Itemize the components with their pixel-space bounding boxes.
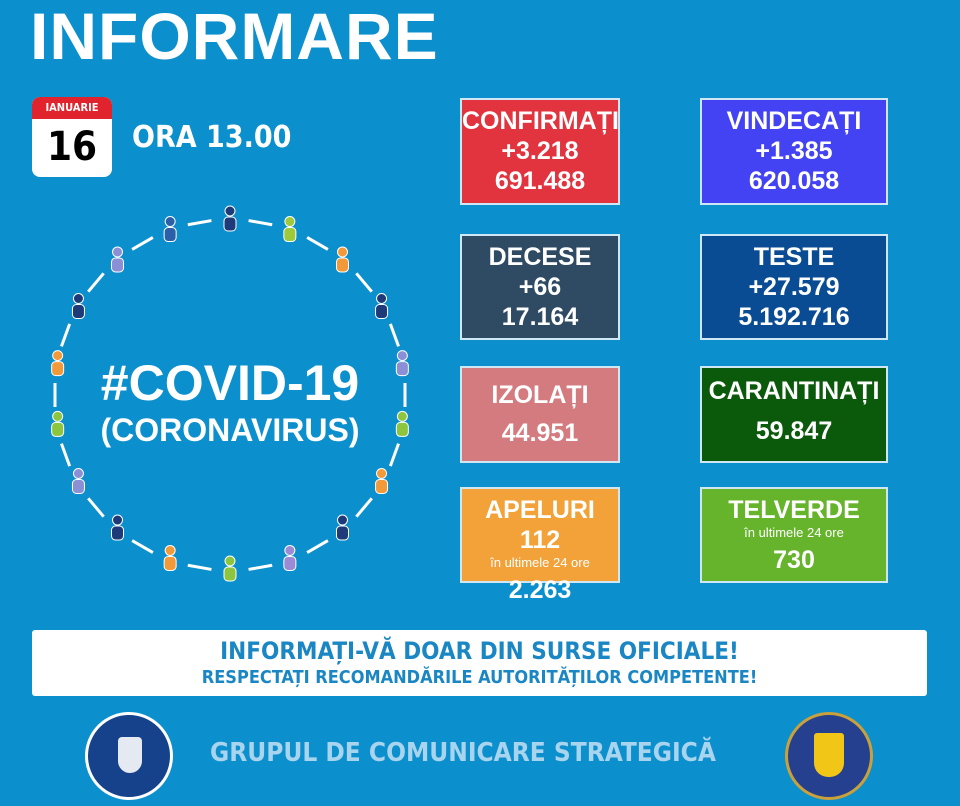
card-total: 620.058 <box>748 167 840 195</box>
dsu-logo <box>785 712 873 800</box>
card-izolati: IZOLAȚI 44.951 <box>460 366 620 463</box>
double-arrow-icon <box>355 272 373 293</box>
banner-line-2: RESPECTAȚI RECOMANDĂRILE AUTORITĂȚILOR C… <box>201 667 758 688</box>
double-arrow-icon <box>131 236 154 251</box>
eagle-icon <box>118 737 142 773</box>
page-title: INFORMARE <box>30 0 439 73</box>
card-teste: TESTE +27.579 5.192.716 <box>700 234 888 340</box>
covid-title: #COVID-19 (CORONAVIRUS) <box>50 355 410 449</box>
double-arrow-icon <box>388 443 400 467</box>
card-vindecati: VINDECAȚI +1.385 620.058 <box>700 98 888 205</box>
card-subtitle: în ultimele 24 ore <box>490 555 590 570</box>
person-icon <box>71 468 85 494</box>
person-icon <box>395 410 409 437</box>
card-telverde: TELVERDE în ultimele 24 ore 730 <box>700 487 888 583</box>
card-label: IZOLAȚI <box>491 381 589 409</box>
card-total: 17.164 <box>501 303 579 331</box>
double-arrow-icon <box>87 497 105 518</box>
card-total: 730 <box>773 546 815 574</box>
people-ring-illustration <box>51 205 409 582</box>
double-arrow-icon <box>306 539 329 554</box>
person-icon <box>335 514 349 541</box>
official-sources-banner: INFORMAȚI-VĂ DOAR DIN SURSE OFICIALE! RE… <box>32 630 927 696</box>
card-delta: +27.579 <box>748 273 840 301</box>
coat-of-arms-icon <box>814 733 844 777</box>
person-icon <box>223 555 237 582</box>
card-confirmati: CONFIRMAȚI +3.218 691.488 <box>460 98 620 205</box>
card-delta: +66 <box>518 273 562 301</box>
card-delta: +1.385 <box>755 137 833 165</box>
double-arrow-icon <box>388 323 400 347</box>
card-label: CARANTINAȚI <box>708 377 880 405</box>
covid-subtitle: (CORONAVIRUS) <box>100 412 360 448</box>
double-arrow-icon <box>187 219 212 227</box>
person-icon <box>335 246 349 273</box>
person-icon <box>71 293 85 319</box>
double-arrow-icon <box>306 236 329 251</box>
card-carantinati: CARANTINAȚI 59.847 <box>700 366 888 463</box>
double-arrow-icon <box>87 272 105 293</box>
person-icon <box>111 246 125 273</box>
double-arrow-icon <box>248 219 273 227</box>
date-month: IANUARIE <box>32 97 112 119</box>
person-icon <box>223 205 237 232</box>
card-apeluri-112: APELURI 112 în ultimele 24 ore 2.263 <box>460 487 620 604</box>
double-arrow-icon <box>355 497 373 518</box>
card-total: 2.263 <box>508 576 572 604</box>
card-label: TELVERDE <box>728 496 860 524</box>
date-day: 16 <box>46 124 98 170</box>
time-label: ORA 13.00 <box>132 120 292 155</box>
footer-text: GRUPUL DE COMUNICARE STRATEGICĂ <box>210 738 716 768</box>
person-icon <box>283 544 297 571</box>
card-decese: DECESE +66 17.164 <box>460 234 620 340</box>
person-icon <box>51 350 65 377</box>
card-total: 5.192.716 <box>738 303 850 331</box>
covid-hashtag: #COVID-19 <box>100 355 360 411</box>
person-icon <box>163 216 177 243</box>
card-label: TESTE <box>753 243 835 271</box>
card-label: VINDECAȚI <box>726 107 862 135</box>
card-total: 59.847 <box>755 417 833 445</box>
person-icon <box>395 350 409 377</box>
person-icon <box>163 544 177 571</box>
person-icon <box>375 293 389 319</box>
double-arrow-icon <box>60 323 72 347</box>
card-total: 44.951 <box>501 419 579 447</box>
double-arrow-icon <box>248 563 273 571</box>
double-arrow-icon <box>131 539 154 554</box>
person-icon <box>283 216 297 243</box>
calendar-icon: IANUARIE 16 <box>32 97 112 177</box>
person-icon <box>375 468 389 494</box>
person-icon <box>111 514 125 541</box>
card-label: APELURI 112 <box>485 496 595 554</box>
card-label: DECESE <box>488 243 592 271</box>
person-icon <box>51 410 65 437</box>
double-arrow-icon <box>187 563 212 571</box>
banner-line-1: INFORMAȚI-VĂ DOAR DIN SURSE OFICIALE! <box>220 637 739 665</box>
card-delta: +3.218 <box>501 137 579 165</box>
double-arrow-icon <box>60 443 72 467</box>
card-label: CONFIRMAȚI <box>462 107 619 135</box>
card-subtitle: în ultimele 24 ore <box>744 525 844 540</box>
card-total: 691.488 <box>494 167 586 195</box>
government-logo <box>85 712 173 800</box>
